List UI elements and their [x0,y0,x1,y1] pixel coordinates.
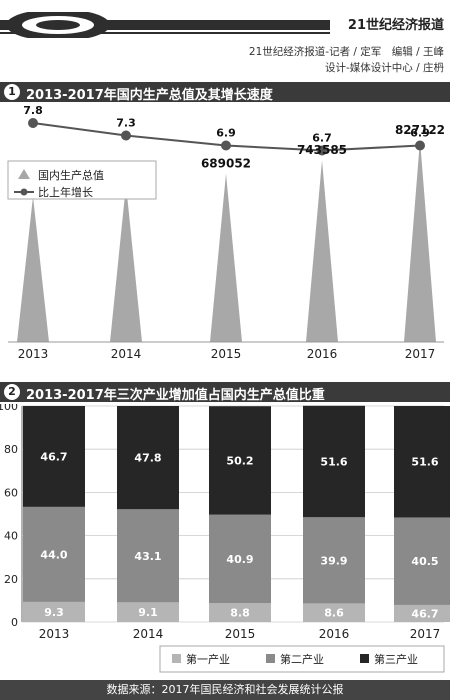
y-tick-label-0: 0 [11,616,18,629]
y-tick-label-80: 80 [4,443,18,456]
section2-number: 2 [4,384,20,400]
legend-tertiary-label: 第三产业 [374,652,418,666]
header-stripe-thin [0,32,330,34]
bar-label-1-2013: 9.3 [44,606,64,619]
bar-1-2016 [303,603,365,622]
bar-label-2-2016: 39.9 [320,554,347,567]
bar-2-2014 [117,509,179,603]
growth-value-label-2016: 6.7 [312,132,332,145]
bar-2-2013 [23,506,85,602]
bar-2-2017 [394,517,450,605]
header-stripe-dark [0,20,330,30]
legend-primary-label: 第一产业 [186,652,230,666]
gdp-triangle-2017 [404,139,436,342]
bar-label-1-2015: 8.8 [230,606,250,619]
x-label-2017: 2017 [410,627,441,641]
y-tick-label-20: 20 [4,573,18,586]
bar-1-2015 [209,602,271,622]
chart2-legend: 第一产业 第二产业 第三产业 [159,645,445,673]
x-label-2015: 2015 [225,627,256,641]
x-label-2016: 2016 [319,627,350,641]
gdp-value-label-2015: 689052 [201,157,251,171]
bar-1-2014 [117,602,179,622]
bar-3-2014 [117,406,179,510]
growth-point-2014 [121,130,131,141]
section2-title-bar: 2 2013-2017年三次产业增加值占国内生产总值比重 [0,382,450,403]
year-label-2014: 2014 [111,347,142,361]
bar-label-3-2013: 46.7 [40,450,67,463]
year-label-2013: 2013 [18,347,49,361]
gdp-value-label-2016: 743585 [297,143,347,157]
gdp-triangle-2015 [210,173,242,342]
bar-3-2017 [394,406,450,518]
bar-label-3-2015: 50.2 [226,454,253,467]
growth-value-label-2015: 6.9 [216,127,236,140]
x-label-2013: 2013 [39,627,70,641]
growth-line [28,118,425,156]
bar-1-2017 [394,604,450,622]
y-tick-label-60: 60 [4,486,18,499]
header: 21世纪经济报道 21世纪经济报道-记者 / 定军 编辑 / 王峰 设计-媒体设… [0,0,450,80]
section1-title: 2013-2017年国内生产总值及其增长速度 [26,88,273,103]
growth-point-2013 [28,118,38,128]
y-tick-label-40: 40 [4,530,18,543]
legend-primary-swatch [172,654,181,663]
section1-title-bar: 1 2013-2017年国内生产总值及其增长速度 [0,82,450,103]
bar-label-1-2016: 8.6 [324,607,344,620]
credit-line-2: 设计-媒体设计中心 / 庄枬 [324,62,444,74]
year-label-2017: 2017 [405,347,436,361]
growth-value-label-2014: 7.3 [116,117,136,130]
growth-point-2017 [415,140,425,151]
legend-triangle-icon [18,169,30,179]
year-label-2016: 2016 [307,347,338,361]
legend-secondary-label: 第二产业 [280,652,324,666]
header-ring-core [36,20,80,30]
bar-3-2013 [23,406,85,507]
x-label-2014: 2014 [133,627,164,641]
data-source-footer: 数据来源：2017年国民经济和社会发展统计公报 [0,680,450,700]
bar-label-2-2015: 40.9 [226,553,253,566]
bar-1-2013 [23,601,85,622]
growth-point-2015 [221,140,231,151]
gdp-triangles [17,139,436,342]
paper-name: 21世纪经济报道 [347,18,444,33]
gdp-triangle-2016 [306,160,338,342]
year-label-2015: 2015 [211,347,242,361]
credit-line-1: 21世纪经济报道-记者 / 定军 编辑 / 王峰 [248,46,444,58]
legend2-box [159,645,445,673]
legend-dot-icon [20,188,28,196]
growth-value-label-2013: 7.8 [23,104,43,117]
chart1-legend: 国内生产总值 比上年增长 [7,160,157,200]
legend-growth-label: 比上年增长 [38,185,93,199]
gdp-growth-chart: 5952442013643974201468905220157435852016… [7,104,445,361]
bar-label-2-2013: 44.0 [40,548,67,561]
gdp-triangle-2014 [110,184,142,342]
legend-tertiary-swatch [360,654,369,663]
industry-share-chart: 0 20 40 60 80 100 9.3 44.0 46.7 9.1 43.1 47.8 8.8 40… [0,404,450,673]
chart2-x-labels: 2013 2014 2015 2016 2017 [39,627,441,641]
growth-value-label-2017: 6.9 [410,127,430,140]
y-tick-label-100: 100 [0,404,18,413]
bar-2-2015 [209,514,271,603]
bar-3-2016 [303,405,365,518]
bar-label-3-2017: 51.6 [411,456,438,469]
gdp-value-label-2017: 827122 [395,123,445,137]
gdp-triangle-2013 [17,196,49,342]
bar-label-1-2017: 46.7 [411,607,438,620]
bar-2-2016 [303,517,365,604]
bar-label-2-2017: 40.5 [411,555,438,568]
section2-title: 2013-2017年三次产业增加值占国内生产总值比重 [26,388,325,403]
section1-number: 1 [4,84,20,100]
legend-gdp-label: 国内生产总值 [38,168,104,182]
growth-point-2016 [317,145,327,156]
bar-3-2015 [209,406,271,515]
bar-label-2-2014: 43.1 [134,550,161,563]
header-decoration [0,12,330,38]
legend-secondary-swatch [266,654,275,663]
bar-label-1-2014: 9.1 [138,606,158,619]
bar-label-3-2016: 51.6 [320,456,347,469]
bar-label-3-2014: 47.8 [134,452,161,465]
stacked-bars: 9.3 44.0 46.7 9.1 43.1 47.8 8.8 40.9 50.2 8.6 39.9… [23,405,450,622]
